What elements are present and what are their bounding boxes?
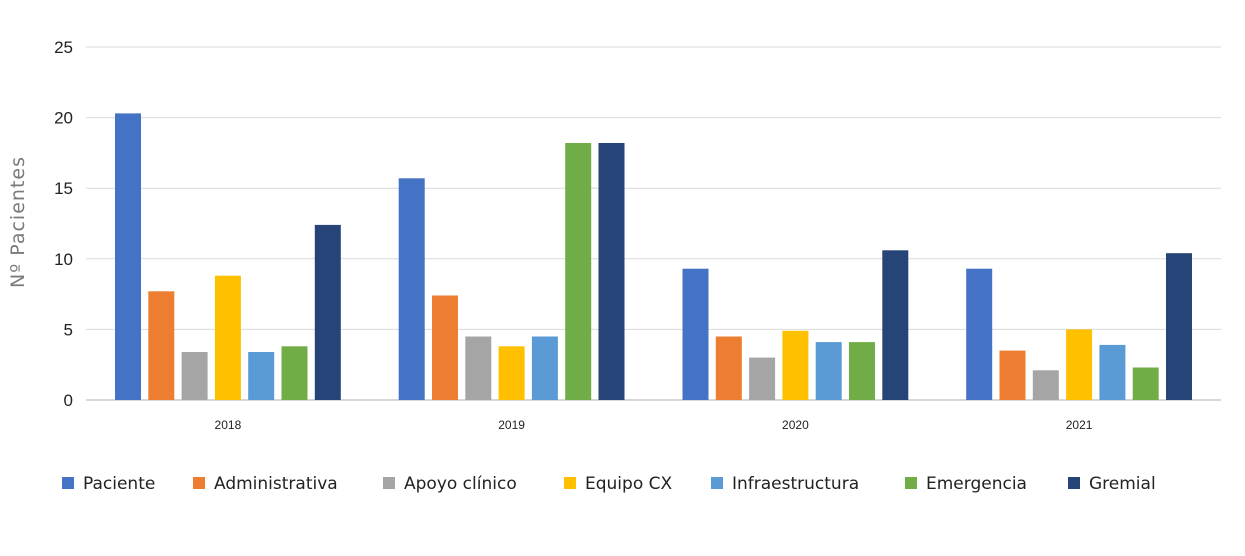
y-tick-label: 25 xyxy=(54,38,73,57)
x-category-label: 2021 xyxy=(1066,418,1093,432)
bar-emergencia-2020 xyxy=(849,342,875,400)
bar-apoyo-clinico-2021 xyxy=(1032,370,1059,400)
y-axis-ticks: 0 5 10 15 20 25 xyxy=(54,38,73,410)
bar-apoyo-clinico-2020 xyxy=(749,357,776,400)
bar-infraestructura-2021 xyxy=(1099,344,1126,400)
x-category-label: 2018 xyxy=(215,418,242,432)
y-tick-label: 0 xyxy=(64,391,73,410)
bar-apoyo-clinico-2018 xyxy=(181,352,208,400)
bar-equipo-cx-2019 xyxy=(498,346,525,400)
legend-swatch xyxy=(383,477,395,489)
x-category-label: 2020 xyxy=(782,418,809,432)
bar-infraestructura-2019 xyxy=(531,336,558,400)
legend-swatch xyxy=(711,477,723,489)
bar-emergencia-2019 xyxy=(565,143,592,400)
y-tick-label: 15 xyxy=(54,179,73,198)
bar-administrativa-2019 xyxy=(432,295,458,400)
bar-administrativa-2020 xyxy=(715,336,742,400)
legend-label: Equipo CX xyxy=(585,474,672,494)
bar-gremial-2020 xyxy=(882,250,909,400)
bar-emergencia-2021 xyxy=(1132,367,1159,400)
y-tick-label: 20 xyxy=(54,109,73,128)
legend-swatch xyxy=(905,477,917,489)
y-tick-label: 10 xyxy=(54,250,73,269)
legend-swatch xyxy=(193,477,205,489)
y-axis-title: Nº Pacientes xyxy=(7,156,29,288)
legend-label: Paciente xyxy=(83,474,155,494)
bar-gremial-2019 xyxy=(598,143,625,400)
bar-equipo-cx-2021 xyxy=(1066,329,1093,400)
bar-equipo-cx-2018 xyxy=(214,275,241,400)
bars xyxy=(115,113,1192,401)
bar-administrativa-2021 xyxy=(999,350,1026,400)
legend-label: Apoyo clínico xyxy=(404,474,517,494)
legend-swatch xyxy=(62,477,74,489)
bar-paciente-2018 xyxy=(115,113,141,401)
legend: Paciente Administrativa Apoyo clínico Equip… xyxy=(62,474,1156,494)
bar-emergencia-2018 xyxy=(281,346,308,400)
legend-label: Infraestructura xyxy=(732,474,859,494)
y-tick-label: 5 xyxy=(64,320,73,339)
bar-paciente-2021 xyxy=(966,268,993,400)
legend-label: Emergencia xyxy=(926,474,1027,494)
legend-label: Administrativa xyxy=(214,474,338,494)
bar-gremial-2021 xyxy=(1166,253,1192,400)
gridlines xyxy=(86,46,1221,401)
bar-paciente-2019 xyxy=(398,178,425,400)
legend-label: Gremial xyxy=(1089,474,1156,494)
bar-paciente-2020 xyxy=(682,268,709,400)
bar-administrativa-2018 xyxy=(148,291,175,400)
bar-infraestructura-2020 xyxy=(815,342,842,400)
legend-swatch xyxy=(1068,477,1080,489)
bar-infraestructura-2018 xyxy=(248,352,275,400)
legend-swatch xyxy=(564,477,576,489)
bar-equipo-cx-2020 xyxy=(782,330,809,400)
x-axis-categories: 2018 2019 2020 2021 xyxy=(215,418,1093,432)
bar-apoyo-clinico-2019 xyxy=(465,336,492,400)
bar-gremial-2018 xyxy=(314,224,341,400)
x-category-label: 2019 xyxy=(498,418,525,432)
